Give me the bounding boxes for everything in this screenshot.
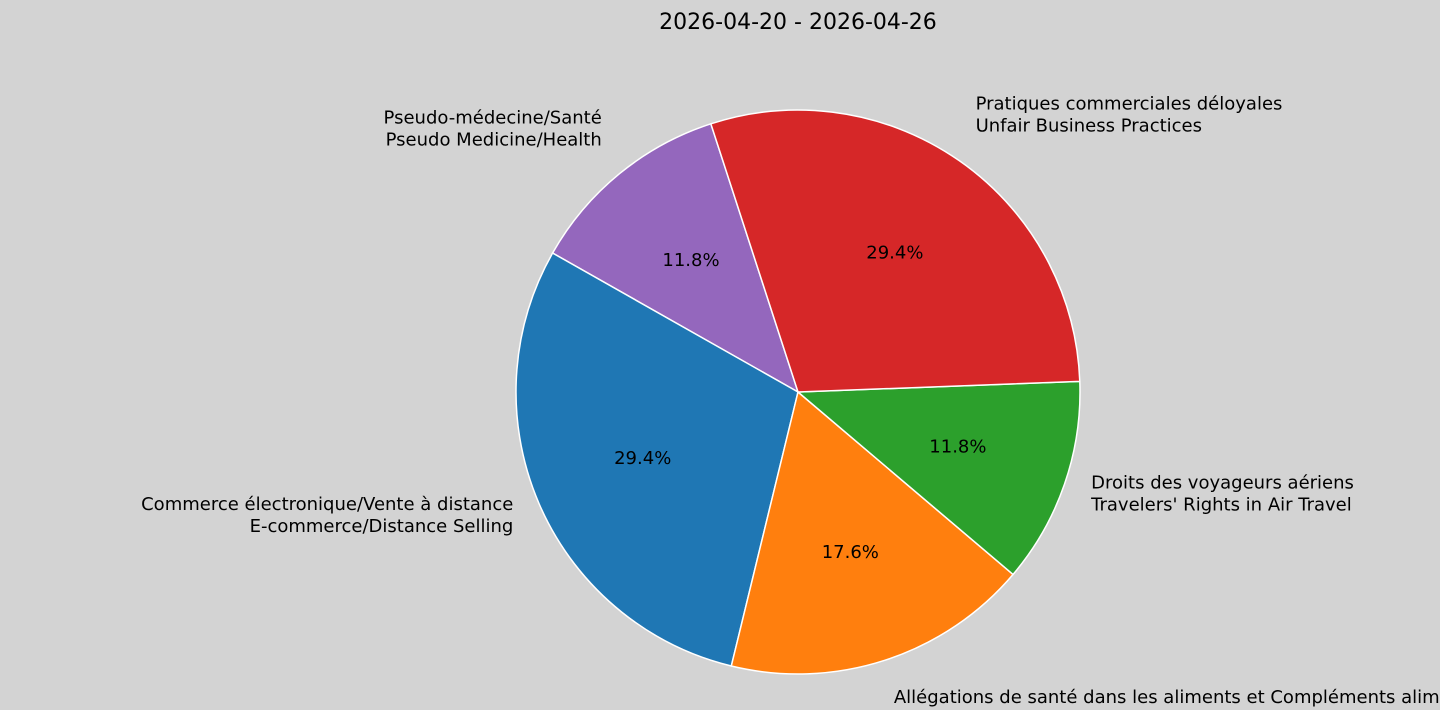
pie-slice [709, 109, 1081, 393]
slice-percent-label: 29.4% [866, 242, 923, 263]
slice-percent-label: 11.8% [929, 436, 986, 457]
slice-category-label: Pseudo-médecine/Santé Pseudo Medicine/Hea… [384, 108, 602, 151]
pie-slice [796, 380, 1081, 576]
pie-slice [551, 122, 800, 394]
slice-category-label: Allégations de santé dans les aliments e… [894, 687, 1440, 710]
pie-slices [515, 109, 1081, 675]
chart-title: 2026-04-20 - 2026-04-26 [659, 10, 937, 35]
slice-category-label: Droits des voyageurs aériens Travelers' R… [1090, 472, 1354, 515]
slice-percent-label: 29.4% [614, 448, 671, 469]
pie-slice [515, 252, 799, 667]
slice-percent-label: 11.8% [662, 250, 719, 271]
slice-category-label: Pratiques commerciales déloyales Unfair B… [976, 94, 1283, 137]
slice-percent-label: 17.6% [822, 542, 879, 563]
slice-category-label: Commerce électronique/Vente à distance E-… [141, 494, 513, 537]
category-labels: Pseudo-médecine/Santé Pseudo Medicine/Hea… [141, 94, 1440, 710]
pie-slice [730, 390, 1015, 675]
percent-labels: 11.8% 29.4% 17.6% 11.8% 29.4% [614, 242, 986, 563]
